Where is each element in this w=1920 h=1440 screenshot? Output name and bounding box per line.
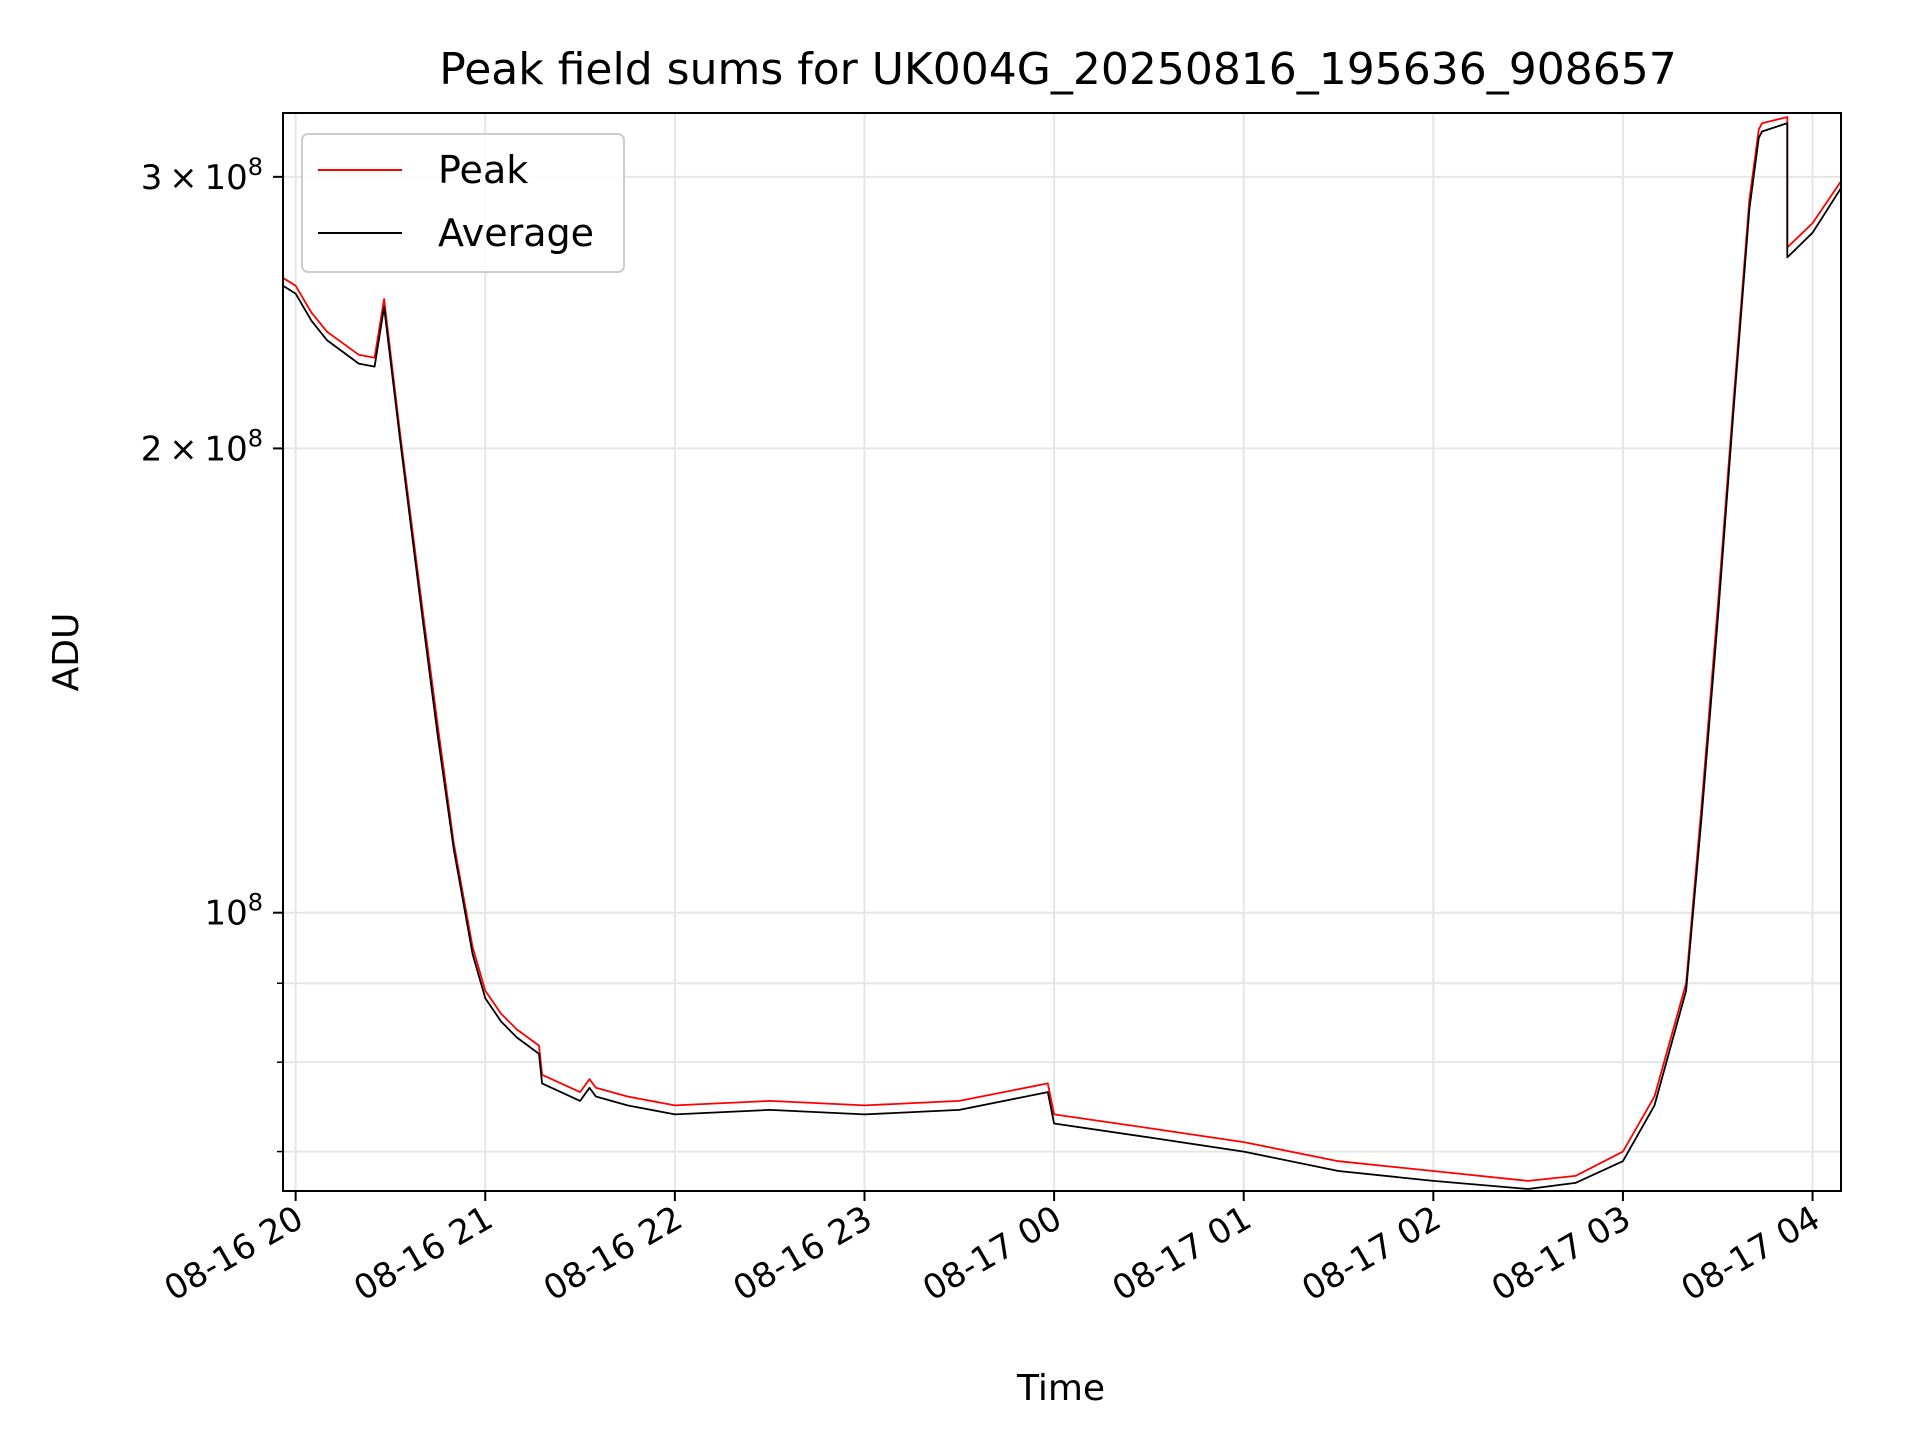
legend-label-average: Average: [438, 211, 594, 255]
series-layer: [283, 116, 1841, 1190]
y-tick-label-0: 108: [204, 889, 263, 934]
legend-box: [301, 133, 625, 273]
y-tick-label-1: 2 × 108: [141, 424, 263, 469]
chart-title: Peak field sums for UK004G_20250816_1956…: [439, 44, 1676, 95]
y-axis-label: ADU: [46, 613, 87, 692]
series-line-average: [283, 122, 1841, 1190]
grid-layer: [283, 113, 1841, 1191]
legend: Peak Average: [301, 133, 625, 273]
plot-frame: [282, 112, 1842, 1192]
y-tick-label-2: 3 × 108: [141, 153, 263, 198]
x-axis-label: Time: [1016, 1368, 1105, 1409]
legend-label-peak: Peak: [438, 148, 528, 192]
